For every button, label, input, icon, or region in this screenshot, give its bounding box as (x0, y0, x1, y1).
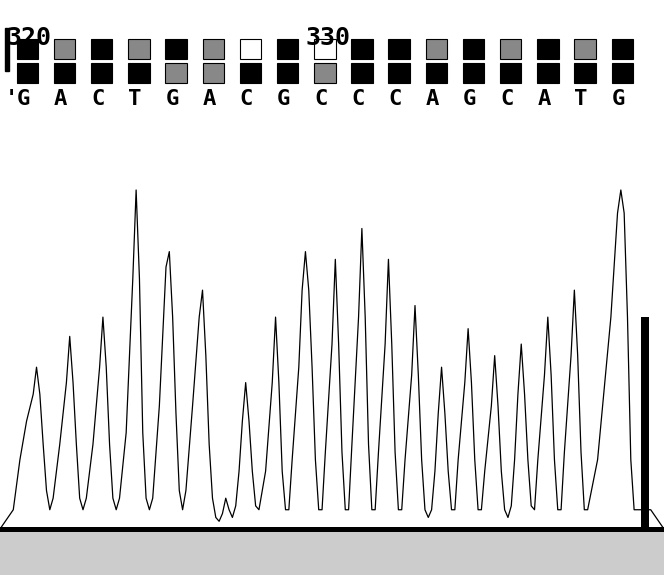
Bar (5, 28, 9, 71)
FancyBboxPatch shape (537, 39, 558, 59)
FancyBboxPatch shape (426, 63, 447, 83)
Text: 330: 330 (305, 26, 351, 50)
FancyBboxPatch shape (388, 63, 410, 83)
Bar (0, 527, 664, 532)
Text: G: G (612, 89, 625, 109)
Text: T: T (574, 89, 588, 109)
FancyBboxPatch shape (240, 39, 261, 59)
FancyBboxPatch shape (314, 63, 335, 83)
Text: T: T (128, 89, 141, 109)
FancyBboxPatch shape (426, 39, 447, 59)
Text: C: C (314, 89, 327, 109)
FancyBboxPatch shape (128, 63, 149, 83)
Text: C: C (500, 89, 513, 109)
Bar (641, 317, 649, 529)
Text: A: A (203, 89, 216, 109)
Text: ': ' (5, 89, 18, 109)
Text: 320: 320 (7, 26, 52, 50)
Text: A: A (426, 89, 439, 109)
FancyBboxPatch shape (612, 63, 633, 83)
Text: C: C (240, 89, 253, 109)
FancyBboxPatch shape (351, 63, 373, 83)
FancyBboxPatch shape (314, 39, 335, 59)
FancyBboxPatch shape (128, 39, 149, 59)
FancyBboxPatch shape (54, 63, 75, 83)
FancyBboxPatch shape (203, 39, 224, 59)
FancyBboxPatch shape (54, 39, 75, 59)
FancyBboxPatch shape (165, 63, 187, 83)
Text: C: C (351, 89, 365, 109)
FancyBboxPatch shape (17, 39, 38, 59)
FancyBboxPatch shape (240, 63, 261, 83)
FancyBboxPatch shape (612, 39, 633, 59)
Text: G: G (17, 89, 30, 109)
Text: G: G (277, 89, 290, 109)
FancyBboxPatch shape (165, 39, 187, 59)
FancyBboxPatch shape (203, 63, 224, 83)
Text: C: C (388, 89, 402, 109)
Text: C: C (91, 89, 104, 109)
FancyBboxPatch shape (277, 39, 298, 59)
Bar (0, 532, 664, 575)
Text: A: A (54, 89, 67, 109)
FancyBboxPatch shape (388, 39, 410, 59)
FancyBboxPatch shape (277, 63, 298, 83)
FancyBboxPatch shape (17, 63, 38, 83)
FancyBboxPatch shape (500, 39, 521, 59)
FancyBboxPatch shape (351, 39, 373, 59)
FancyBboxPatch shape (91, 39, 112, 59)
Text: G: G (165, 89, 179, 109)
FancyBboxPatch shape (91, 63, 112, 83)
FancyBboxPatch shape (463, 63, 484, 83)
FancyBboxPatch shape (500, 63, 521, 83)
FancyBboxPatch shape (463, 39, 484, 59)
FancyBboxPatch shape (537, 63, 558, 83)
Text: A: A (537, 89, 550, 109)
Text: G: G (463, 89, 476, 109)
FancyBboxPatch shape (574, 63, 596, 83)
FancyBboxPatch shape (574, 39, 596, 59)
